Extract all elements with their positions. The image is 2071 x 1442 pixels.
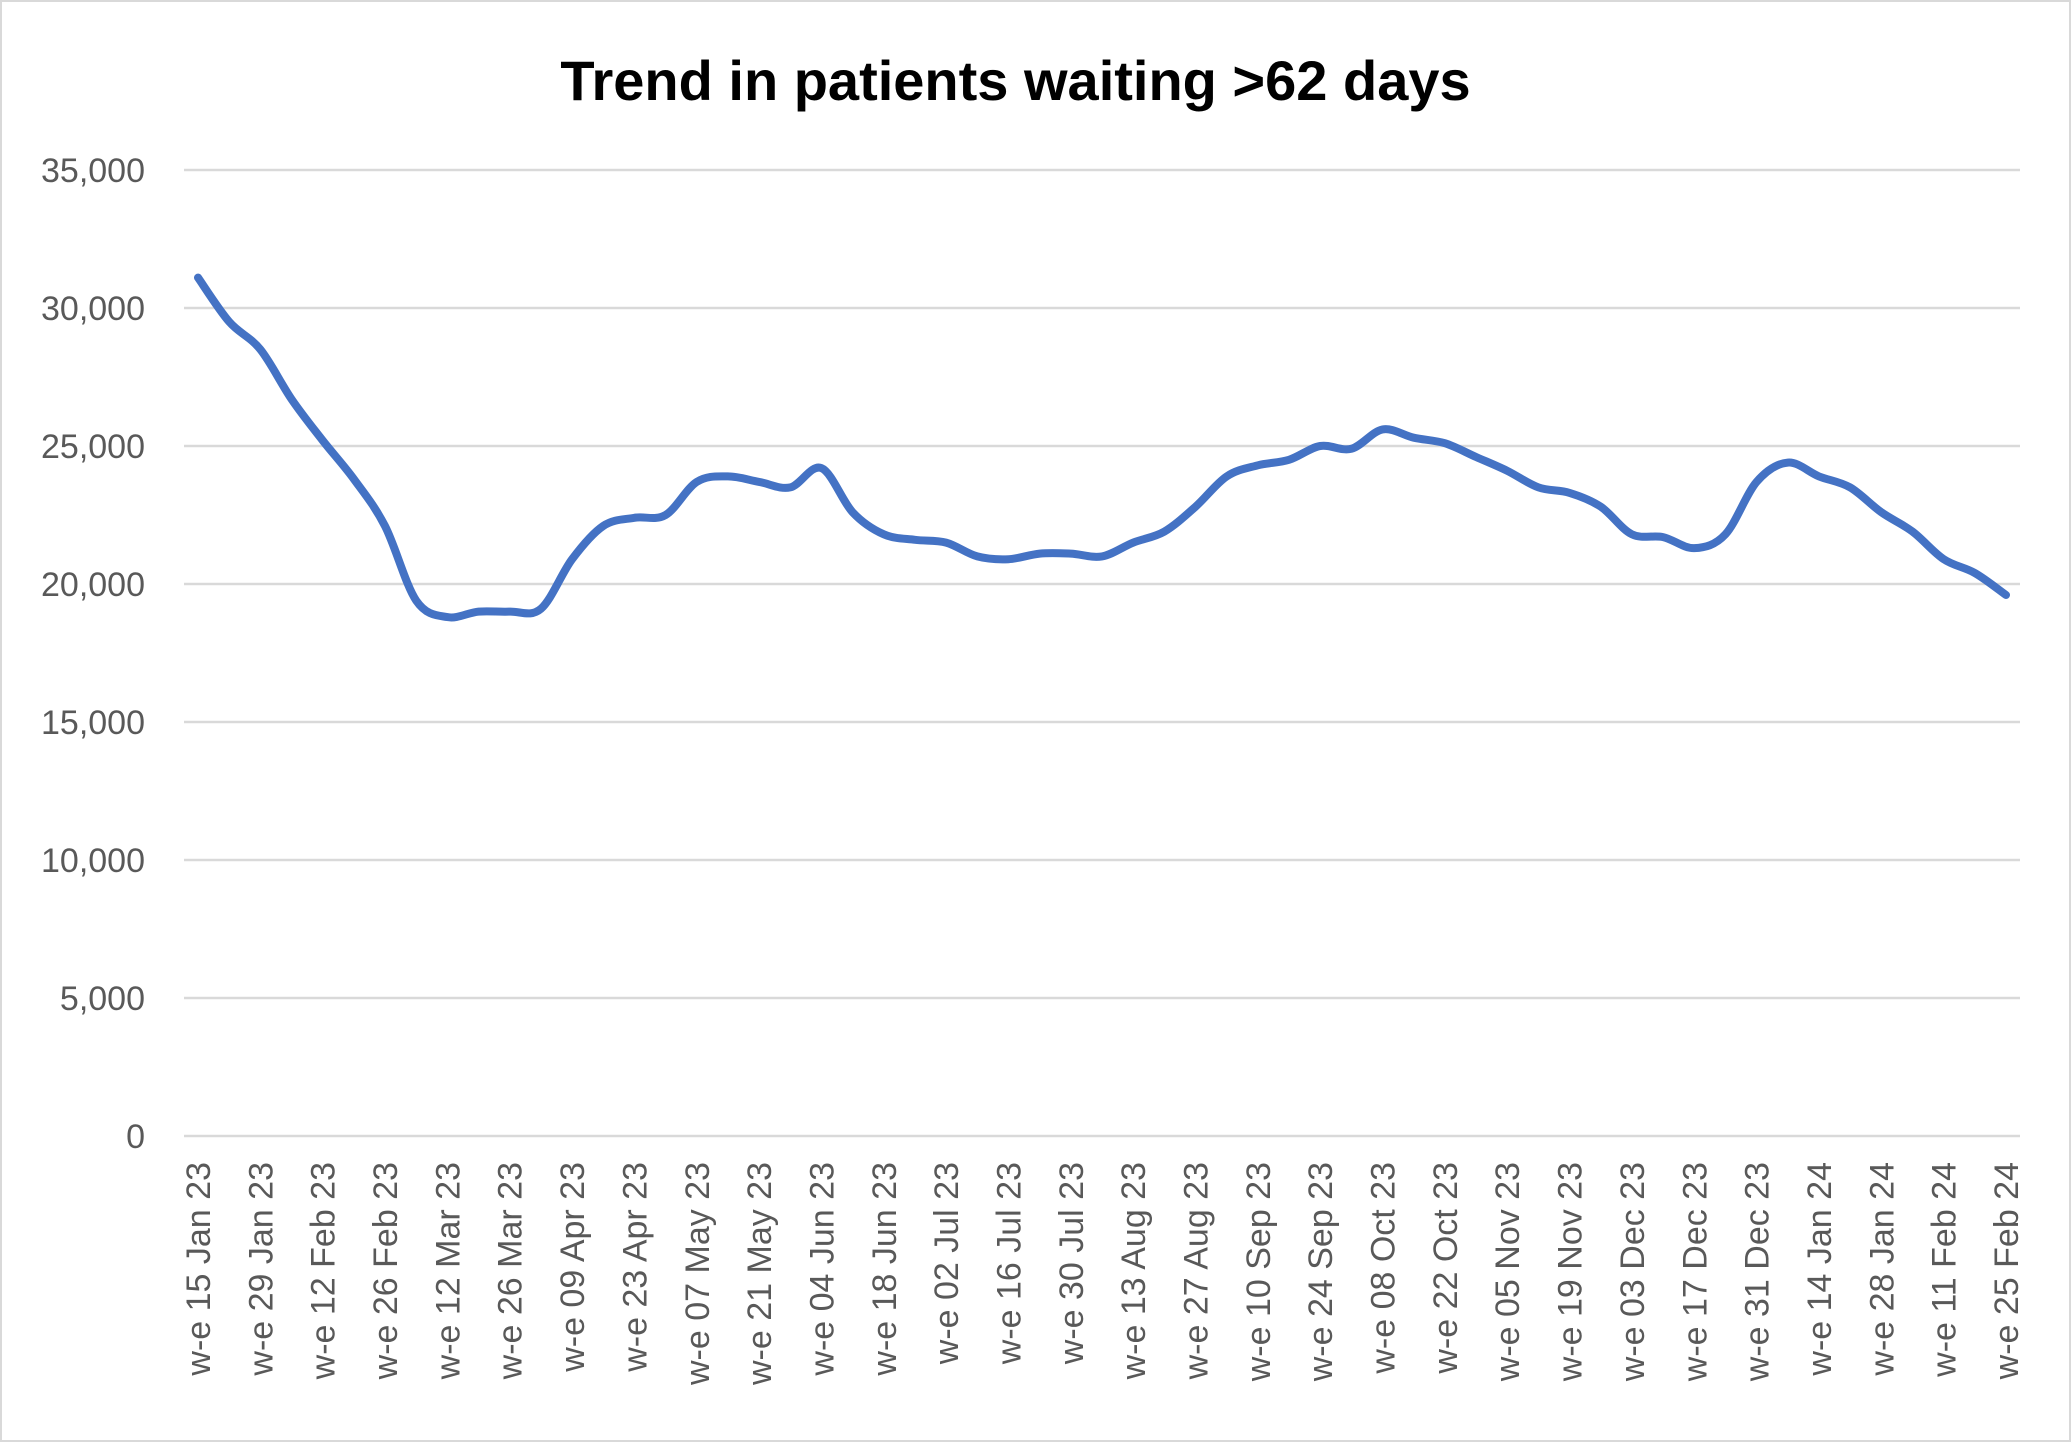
- x-tick-label: w-e 19 Nov 23: [1552, 1162, 1590, 1382]
- x-tick-label: w-e 29 Jan 23: [242, 1162, 280, 1377]
- x-tick-label: w-e 22 Oct 23: [1427, 1162, 1465, 1375]
- x-tick-label: w-e 31 Dec 23: [1739, 1162, 1777, 1382]
- x-tick-label: w-e 10 Sep 23: [1240, 1162, 1278, 1382]
- x-tick-label: w-e 11 Feb 24: [1926, 1162, 1964, 1378]
- x-tick-label: w-e 27 Aug 23: [1178, 1162, 1216, 1380]
- x-tick-label: w-e 24 Sep 23: [1302, 1162, 1340, 1382]
- y-tick-label: 15,000: [41, 704, 145, 742]
- series-line: [194, 273, 2010, 622]
- x-tick-label: w-e 07 May 23: [679, 1162, 717, 1386]
- y-tick-label: 25,000: [41, 428, 145, 466]
- y-tick-label: 35,000: [41, 152, 145, 190]
- chart-title: Trend in patients waiting >62 days: [560, 49, 1471, 112]
- x-tick-label: w-e 21 May 23: [741, 1162, 779, 1386]
- x-axis-tick-labels: w-e 15 Jan 23 w-e 29 Jan 23 w-e 12 Feb 23 w…: [180, 1162, 2026, 1386]
- x-tick-label: w-e 02 Jul 23: [928, 1162, 966, 1365]
- x-tick-label: w-e 14 Jan 24: [1801, 1162, 1839, 1377]
- series-layer: [194, 273, 2010, 622]
- x-tick-label: w-e 15 Jan 23: [180, 1162, 218, 1377]
- y-tick-label: 20,000: [41, 566, 145, 604]
- x-tick-label: w-e 26 Mar 23: [492, 1162, 530, 1380]
- y-axis-tick-labels: 0 5,000 10,000 15,000 20,000 25,000 30,000 35,0…: [41, 152, 145, 1156]
- y-tick-label: 0: [126, 1118, 145, 1156]
- x-tick-label: w-e 12 Mar 23: [429, 1162, 467, 1380]
- x-tick-label: w-e 16 Jul 23: [990, 1162, 1028, 1365]
- x-tick-label: w-e 03 Dec 23: [1614, 1162, 1652, 1382]
- y-tick-label: 5,000: [60, 980, 145, 1018]
- y-tick-label: 10,000: [41, 842, 145, 880]
- x-tick-label: w-e 30 Jul 23: [1053, 1162, 1091, 1365]
- x-tick-label: w-e 05 Nov 23: [1489, 1162, 1527, 1382]
- y-tick-label: 30,000: [41, 290, 145, 328]
- gridlines: [184, 168, 2020, 1138]
- x-tick-label: w-e 28 Jan 24: [1863, 1162, 1901, 1377]
- x-tick-label: w-e 18 Jun 23: [866, 1162, 904, 1377]
- x-tick-label: w-e 12 Feb 23: [305, 1162, 343, 1380]
- x-tick-label: w-e 23 Apr 23: [616, 1162, 654, 1373]
- x-tick-label: w-e 08 Oct 23: [1365, 1162, 1403, 1375]
- x-tick-label: w-e 17 Dec 23: [1676, 1162, 1714, 1382]
- x-tick-label: w-e 13 Aug 23: [1115, 1162, 1153, 1380]
- x-tick-label: w-e 25 Feb 24: [1988, 1162, 2026, 1380]
- x-tick-label: w-e 26 Feb 23: [367, 1162, 405, 1380]
- x-tick-label: w-e 04 Jun 23: [803, 1162, 841, 1377]
- x-tick-label: w-e 09 Apr 23: [554, 1162, 592, 1373]
